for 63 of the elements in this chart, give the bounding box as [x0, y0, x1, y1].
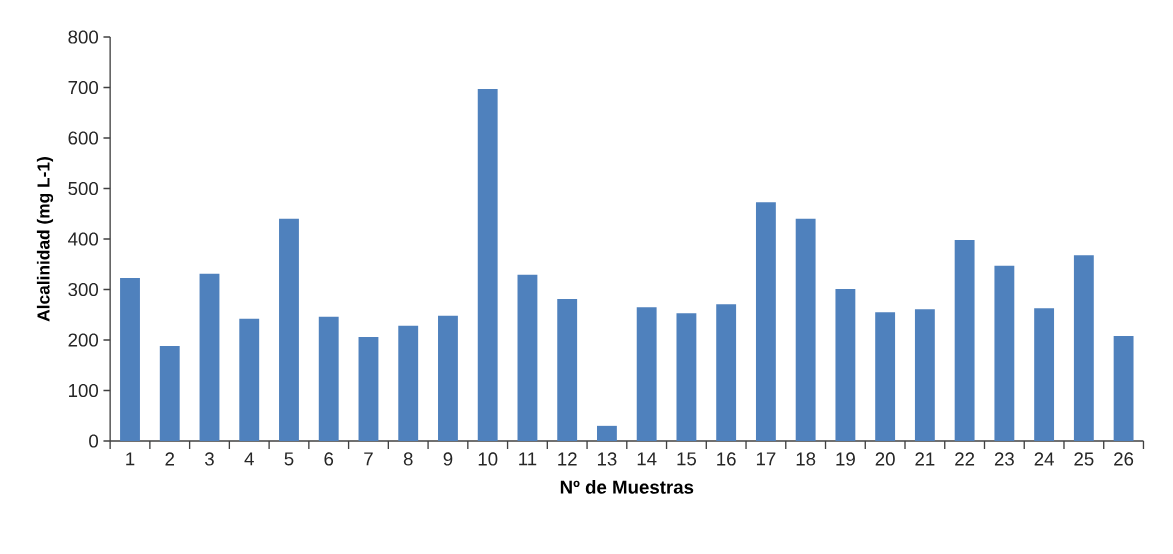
x-tick-label: 5 — [284, 452, 294, 466]
x-tick-label: 21 — [915, 452, 935, 466]
bar — [199, 273, 220, 441]
bar — [239, 318, 260, 441]
x-tick-label: 16 — [717, 452, 736, 466]
x-tick-label: 13 — [597, 452, 617, 466]
x-tick-label: 4 — [244, 452, 254, 466]
bar — [1073, 255, 1094, 441]
y-tick-label: 600 — [68, 131, 99, 145]
y-tick-label: 300 — [68, 282, 99, 297]
y-axis-title: Alcalinidad (mg L-1) — [36, 157, 54, 322]
y-tick-label: 100 — [69, 383, 99, 398]
bar — [716, 304, 737, 441]
bar — [596, 425, 617, 441]
x-tick-label: 2 — [165, 452, 175, 466]
x-tick-label: 1 — [126, 452, 135, 466]
x-tick-label: 10 — [478, 452, 498, 466]
bar — [875, 312, 896, 441]
x-tick-label: 25 — [1074, 452, 1094, 466]
bar — [914, 309, 935, 441]
x-tick-label: 20 — [875, 452, 895, 466]
bar — [795, 218, 816, 441]
x-tick-label: 26 — [1114, 452, 1134, 466]
x-tick-label: 7 — [364, 452, 373, 466]
y-tick-label: 700 — [68, 80, 99, 95]
x-tick-label: 8 — [403, 452, 413, 466]
bar — [636, 307, 657, 441]
x-tick-label: 6 — [324, 452, 334, 466]
bar — [477, 89, 498, 441]
bar — [994, 265, 1015, 441]
bar — [358, 336, 379, 441]
bar — [438, 315, 458, 441]
bar — [1034, 308, 1055, 441]
x-axis-title: Nº de Muestras — [560, 480, 694, 494]
x-tick-label: 11 — [519, 452, 537, 466]
bar — [954, 240, 975, 441]
bar — [279, 218, 299, 441]
bar — [159, 346, 180, 441]
x-tick-label: 15 — [677, 452, 697, 466]
x-tick-label: 23 — [994, 452, 1014, 466]
x-tick-label: 9 — [443, 452, 453, 466]
x-tick-label: 19 — [836, 452, 855, 466]
x-tick-label: 17 — [756, 452, 776, 466]
bar — [557, 299, 578, 441]
bar — [517, 274, 538, 441]
x-tick-label: 14 — [637, 452, 657, 466]
bar — [755, 202, 776, 441]
x-tick-label: 12 — [558, 452, 577, 466]
y-tick-label: 0 — [89, 434, 99, 448]
bar — [120, 277, 140, 441]
x-tick-label: 3 — [205, 452, 214, 466]
y-tick-label: 800 — [68, 30, 99, 44]
x-tick-label: 18 — [796, 452, 816, 466]
x-tick-label: 24 — [1034, 452, 1054, 466]
y-tick-label: 400 — [68, 232, 99, 246]
bar — [1113, 335, 1134, 441]
x-tick-label: 22 — [955, 452, 975, 466]
bar — [676, 313, 697, 441]
bar — [398, 325, 419, 441]
y-tick-label: 200 — [68, 333, 99, 347]
y-tick-label: 500 — [68, 181, 99, 196]
bar — [835, 289, 856, 441]
bar — [318, 316, 339, 441]
